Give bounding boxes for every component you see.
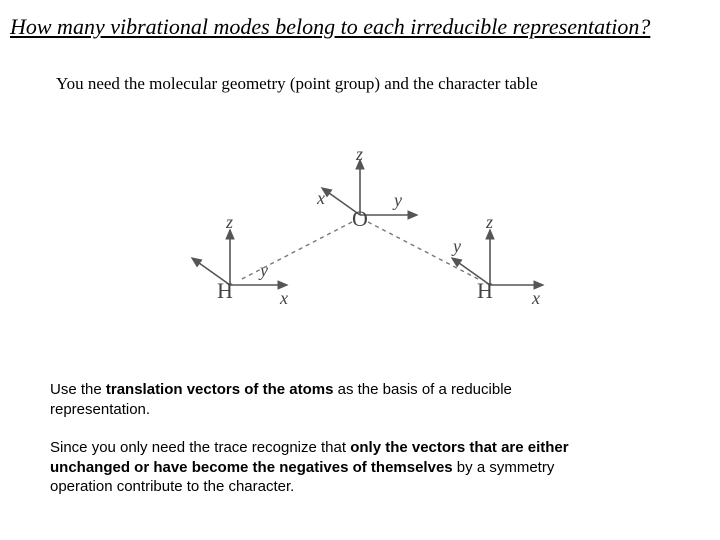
axis-y-center: y — [394, 190, 402, 211]
axis-y-right: y — [453, 236, 461, 257]
page-title: How many vibrational modes belong to eac… — [0, 0, 720, 46]
axis-z-left: z — [226, 212, 233, 233]
p1-post2: representation. — [50, 401, 150, 418]
p1-post1: as the basis of a reducible — [333, 381, 511, 398]
p1-bold: translation vectors of the atoms — [106, 381, 334, 398]
atom-h-right-label: H — [477, 278, 493, 304]
axis-z-center: z — [356, 144, 363, 165]
axis-x-left: x — [280, 288, 288, 309]
atom-o-label: O — [352, 206, 368, 232]
axis-x-center: x — [317, 188, 325, 209]
axis-y-left: y — [260, 260, 268, 281]
p2-mid: by a symmetry — [453, 459, 555, 476]
paragraph-1: Use the translation vectors of the atoms… — [50, 380, 670, 419]
axis-z-right: z — [486, 212, 493, 233]
axis-x-right: x — [532, 288, 540, 309]
atom-h-left-label: H — [217, 278, 233, 304]
paragraph-2: Since you only need the trace recognize … — [50, 438, 670, 497]
molecule-figure: O H H z y x z y x z y x — [175, 150, 545, 330]
subtitle: You need the molecular geometry (point g… — [0, 46, 720, 100]
p2-end: operation contribute to the character. — [50, 478, 294, 495]
p1-pre: Use the — [50, 381, 106, 398]
p2-bold1: only the vectors that are either — [350, 439, 568, 456]
p2-pre: Since you only need the trace recognize … — [50, 439, 350, 456]
p2-bold2: unchanged or have become the negatives o… — [50, 459, 453, 476]
